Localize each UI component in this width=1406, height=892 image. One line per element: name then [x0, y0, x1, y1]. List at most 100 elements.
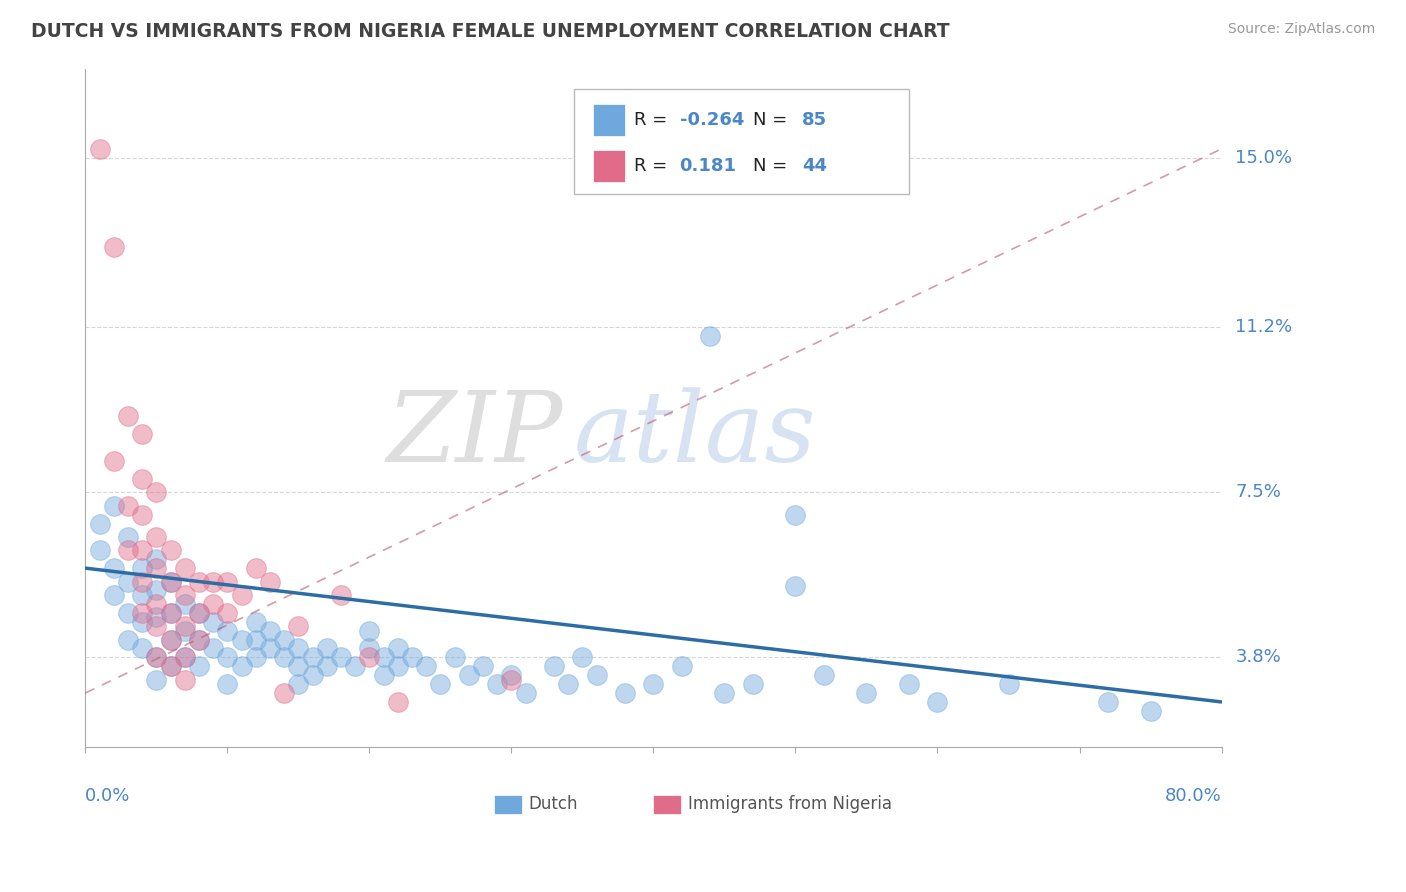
- Point: [359, 624, 381, 638]
- Text: 85: 85: [803, 111, 827, 128]
- Point: [89, 543, 111, 558]
- Point: [131, 543, 153, 558]
- Point: [117, 499, 139, 513]
- Point: [131, 472, 153, 486]
- Point: [89, 516, 111, 531]
- Point: [515, 686, 537, 700]
- Point: [103, 499, 125, 513]
- Point: [187, 632, 209, 647]
- Text: R =: R =: [634, 157, 679, 175]
- Point: [159, 574, 181, 589]
- Point: [429, 677, 451, 691]
- Point: [217, 650, 239, 665]
- FancyBboxPatch shape: [593, 103, 626, 136]
- Text: atlas: atlas: [574, 387, 817, 483]
- Text: ZIP: ZIP: [387, 387, 562, 483]
- Point: [117, 632, 139, 647]
- Point: [117, 574, 139, 589]
- Point: [287, 677, 309, 691]
- Text: -0.264: -0.264: [679, 111, 744, 128]
- Point: [443, 650, 465, 665]
- Point: [145, 552, 167, 566]
- Point: [131, 606, 153, 620]
- Text: N =: N =: [754, 111, 793, 128]
- Point: [344, 659, 367, 673]
- Point: [373, 650, 395, 665]
- Point: [501, 673, 523, 687]
- Point: [855, 686, 877, 700]
- Point: [643, 677, 665, 691]
- Point: [159, 543, 181, 558]
- FancyBboxPatch shape: [574, 89, 910, 194]
- FancyBboxPatch shape: [593, 150, 626, 182]
- Point: [131, 508, 153, 522]
- Point: [145, 619, 167, 633]
- Point: [671, 659, 693, 673]
- Point: [159, 632, 181, 647]
- Point: [173, 561, 195, 575]
- Point: [103, 454, 125, 468]
- Point: [131, 588, 153, 602]
- Point: [145, 597, 167, 611]
- Point: [173, 650, 195, 665]
- Point: [159, 632, 181, 647]
- Point: [543, 659, 565, 673]
- Point: [131, 561, 153, 575]
- Point: [301, 668, 323, 682]
- Text: 44: 44: [803, 157, 827, 175]
- Point: [173, 588, 195, 602]
- Point: [813, 668, 835, 682]
- Point: [387, 659, 409, 673]
- Text: Immigrants from Nigeria: Immigrants from Nigeria: [688, 795, 891, 814]
- Point: [287, 619, 309, 633]
- Point: [741, 677, 763, 691]
- Point: [259, 574, 281, 589]
- Point: [89, 142, 111, 156]
- Point: [273, 686, 295, 700]
- Point: [785, 579, 807, 593]
- Point: [145, 530, 167, 544]
- Point: [117, 530, 139, 544]
- Point: [159, 606, 181, 620]
- Point: [359, 650, 381, 665]
- Point: [145, 650, 167, 665]
- Point: [415, 659, 437, 673]
- Point: [330, 588, 353, 602]
- Text: 11.2%: 11.2%: [1236, 318, 1292, 336]
- Point: [159, 659, 181, 673]
- Point: [927, 695, 949, 709]
- Point: [315, 659, 337, 673]
- Point: [387, 641, 409, 656]
- FancyBboxPatch shape: [654, 795, 681, 814]
- Point: [202, 574, 225, 589]
- Point: [457, 668, 479, 682]
- Text: 80.0%: 80.0%: [1164, 788, 1222, 805]
- Point: [315, 641, 337, 656]
- Point: [202, 641, 225, 656]
- Point: [359, 641, 381, 656]
- Point: [131, 615, 153, 629]
- Point: [301, 650, 323, 665]
- Point: [187, 606, 209, 620]
- Point: [145, 610, 167, 624]
- Text: 0.0%: 0.0%: [86, 788, 131, 805]
- Text: DUTCH VS IMMIGRANTS FROM NIGERIA FEMALE UNEMPLOYMENT CORRELATION CHART: DUTCH VS IMMIGRANTS FROM NIGERIA FEMALE …: [31, 22, 949, 41]
- Point: [231, 659, 253, 673]
- Point: [145, 673, 167, 687]
- Point: [245, 650, 267, 665]
- Point: [259, 641, 281, 656]
- Point: [571, 650, 593, 665]
- Point: [145, 583, 167, 598]
- Text: 3.8%: 3.8%: [1236, 648, 1281, 666]
- FancyBboxPatch shape: [495, 795, 522, 814]
- Point: [159, 574, 181, 589]
- Point: [145, 561, 167, 575]
- Point: [330, 650, 353, 665]
- Point: [217, 624, 239, 638]
- Point: [187, 659, 209, 673]
- Point: [231, 632, 253, 647]
- Point: [387, 695, 409, 709]
- Point: [245, 615, 267, 629]
- Point: [614, 686, 637, 700]
- Point: [501, 668, 523, 682]
